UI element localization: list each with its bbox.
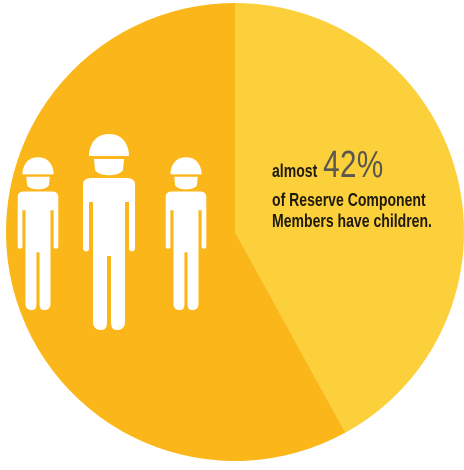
person-icon (83, 134, 135, 330)
people-figures (17, 134, 207, 330)
annotation-line-1: almost 42% (272, 146, 420, 190)
slice-annotation: almost 42% of Reserve Component Members … (272, 146, 432, 232)
pie-slice-0 (235, 3, 464, 433)
person-icon (17, 157, 59, 311)
person-icon (165, 157, 207, 311)
percentage-value: 42% (323, 144, 384, 186)
annotation-line-2: of Reserve Component (272, 190, 426, 210)
annotation-prefix: almost (272, 161, 318, 181)
annotation-line-3: Members have children. (272, 211, 432, 231)
